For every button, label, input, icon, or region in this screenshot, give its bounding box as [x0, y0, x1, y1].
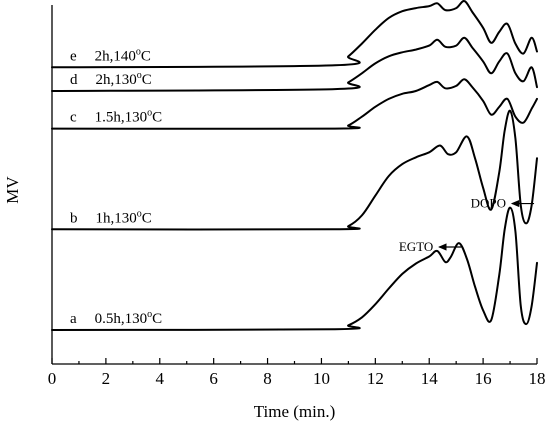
x-tick-label: 4 — [156, 369, 165, 388]
series-labels: a 0.5h,130oC b 1h,130oC c 1.5h,130oC d 2h,130oC… — [70, 46, 162, 327]
series-curves — [51, 0, 538, 331]
x-tick-label: 10 — [313, 369, 330, 388]
series-label-d: d 2h,130oC — [70, 70, 152, 88]
series-label-e: e 2h,140oC — [70, 46, 151, 64]
series-label-c: c 1.5h,130oC — [70, 108, 162, 126]
x-tick-label: 2 — [102, 369, 111, 388]
series-label-a: a 0.5h,130oC — [70, 309, 162, 327]
series-label-b: b 1h,130oC — [70, 208, 152, 226]
x-tick-label: 6 — [209, 369, 218, 388]
annotations: EGTO DOPO — [399, 196, 535, 254]
series-line-d — [51, 36, 538, 92]
series-line-a — [51, 206, 538, 331]
series-line-c — [51, 78, 538, 130]
x-ticks: 0 2 4 6 8 10 12 14 16 18 — [48, 358, 546, 388]
x-tick-label: 14 — [421, 369, 439, 388]
annotation-label: DOPO — [471, 196, 506, 211]
x-tick-label: 12 — [367, 369, 384, 388]
x-tick-label: 0 — [48, 369, 57, 388]
y-axis-label: MV — [3, 176, 22, 204]
series-line-e — [51, 0, 538, 69]
series-line-b — [51, 109, 538, 231]
x-tick-label: 18 — [529, 369, 546, 388]
x-tick-label: 16 — [475, 369, 492, 388]
x-tick-label: 8 — [263, 369, 272, 388]
x-axis-label: Time (min.) — [254, 402, 336, 421]
annotation-label: EGTO — [399, 239, 433, 254]
